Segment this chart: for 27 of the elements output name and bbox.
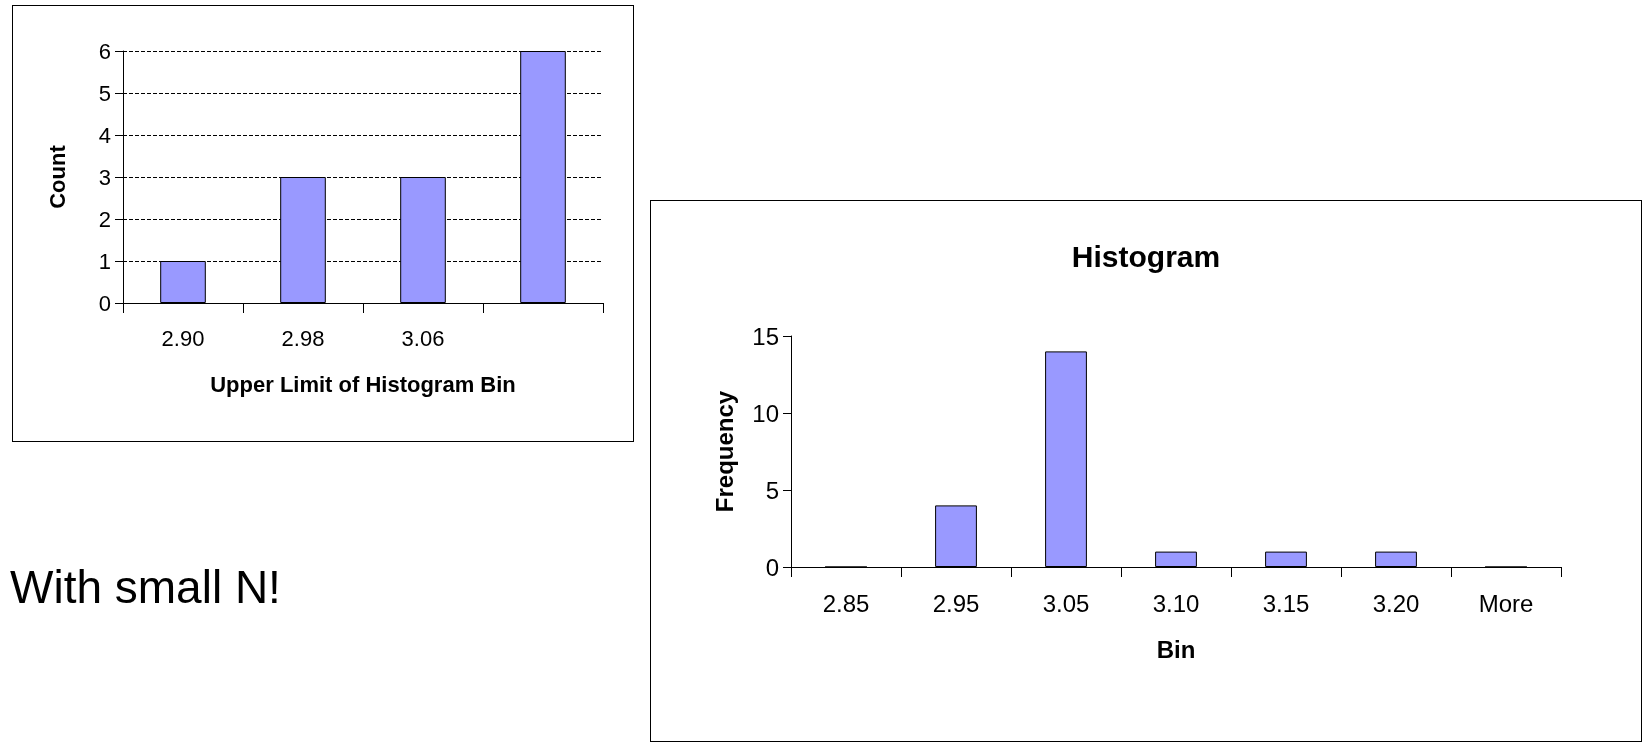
y-axis-title: Count (44, 144, 70, 209)
x-tick-label: 3.20 (1372, 589, 1420, 617)
text: With small N! (10, 560, 281, 614)
y-tick-label: 3 (98, 164, 111, 190)
y-tick-label: 15 (752, 322, 779, 350)
x-tick-label: 3.10 (1152, 589, 1200, 617)
x-tick-label: 2.90 (161, 325, 205, 351)
y-tick-label: 10 (752, 399, 779, 427)
y-tick-label: 4 (98, 122, 111, 148)
x-tick-label: 2.85 (822, 589, 870, 617)
chart-title: Histogram (1071, 239, 1221, 273)
x-tick-label: 3.05 (1042, 589, 1090, 617)
x-axis-title: Bin (1156, 635, 1196, 663)
x-tick-label: 2.98 (281, 325, 325, 351)
y-tick-label: 2 (98, 206, 111, 232)
y-axis-title: Frequency (710, 390, 738, 513)
y-tick-label: 6 (98, 38, 111, 64)
y-tick-label: 5 (98, 80, 111, 106)
y-tick-label: 5 (765, 476, 779, 504)
x-tick-label: More (1478, 589, 1534, 617)
x-tick-label: 2.95 (932, 589, 980, 617)
y-tick-label: 1 (98, 248, 111, 274)
x-tick-label: 3.15 (1262, 589, 1310, 617)
y-tick-label: 0 (765, 553, 779, 581)
x-tick-label: 3.06 (401, 325, 445, 351)
y-tick-label: 0 (98, 290, 111, 316)
x-axis-title: Upper Limit of Histogram Bin (210, 371, 516, 397)
